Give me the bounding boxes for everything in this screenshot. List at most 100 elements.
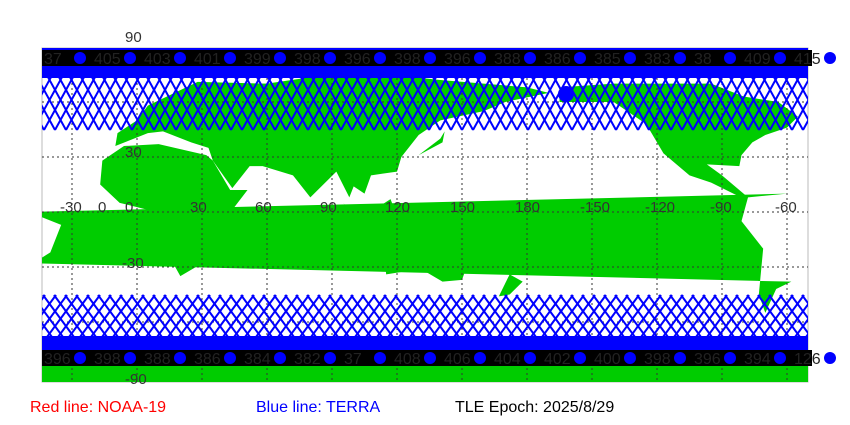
terra-track	[42, 84, 67, 131]
pass-marker	[624, 352, 636, 364]
pass-marker	[424, 352, 436, 364]
pass-marker	[474, 52, 486, 64]
pass-marker	[274, 52, 286, 64]
pass-label: 400	[594, 351, 621, 368]
pass-label: 398	[644, 351, 671, 368]
terra-track	[802, 347, 808, 357]
pass-label: 406	[444, 351, 471, 368]
terra-track	[42, 48, 46, 56]
pass-label: 394	[744, 351, 771, 368]
pass-label: 383	[644, 51, 671, 68]
latitude-label: -30	[122, 255, 144, 272]
land-southamerica	[42, 193, 792, 313]
pass-marker	[424, 52, 436, 64]
longitude-label: -150	[580, 199, 611, 216]
latitude-label: 30	[125, 144, 142, 161]
pass-marker	[774, 352, 786, 364]
pass-marker	[624, 52, 636, 64]
pass-label: 404	[494, 351, 521, 368]
pass-label: 398	[94, 351, 121, 368]
terra-track	[42, 294, 46, 301]
terra-track	[836, 48, 850, 130]
pass-label: 388	[144, 351, 171, 368]
pass-label: 401	[194, 51, 221, 68]
longitude-label: 60	[255, 199, 272, 216]
latitude-label: -90	[125, 371, 147, 388]
pass-marker	[374, 52, 386, 64]
terra-track	[791, 98, 808, 131]
terra-track	[42, 124, 45, 131]
pass-marker	[674, 52, 686, 64]
pass-label: 126	[794, 351, 821, 368]
pass-label: 382	[294, 351, 321, 368]
longitude-label: -60	[775, 199, 797, 216]
pass-marker	[174, 52, 186, 64]
pass-label: 396	[44, 351, 71, 368]
world-map: 37 405 403 401 399 398 396 398 396 388 386 385 383 38…	[0, 47, 850, 383]
legend-epoch: TLE Epoch: 2025/8/29	[455, 399, 615, 416]
pass-marker	[574, 52, 586, 64]
pass-marker	[824, 352, 836, 364]
pass-marker	[824, 52, 836, 64]
longitude-label: 30	[190, 199, 207, 216]
pass-label: 408	[394, 351, 421, 368]
pass-marker	[74, 52, 86, 64]
land-japan	[418, 131, 445, 156]
pass-label: 398	[394, 51, 421, 68]
terra-track	[801, 294, 808, 305]
pass-marker	[524, 52, 536, 64]
pass-marker	[524, 352, 536, 364]
pass-label: 399	[244, 51, 271, 68]
pass-marker	[374, 352, 386, 364]
pass-marker	[274, 352, 286, 364]
terra-track	[0, 48, 33, 130]
pass-label: 384	[244, 351, 271, 368]
longitude-label: 90	[320, 199, 337, 216]
latitude-label: 0	[98, 199, 107, 216]
pass-marker	[724, 352, 736, 364]
pass-marker	[324, 52, 336, 64]
longitude-label: 150	[450, 199, 476, 216]
terra-track	[790, 294, 808, 320]
pass-marker	[574, 352, 586, 364]
satellite-position-marker	[558, 86, 574, 102]
pass-label: 386	[544, 51, 571, 68]
longitude-label: -120	[645, 199, 676, 216]
terra-track	[0, 48, 11, 130]
pass-label: 385	[594, 51, 621, 68]
land-newzealand	[498, 274, 523, 297]
pass-label: 405	[94, 51, 121, 68]
pass-marker	[674, 352, 686, 364]
terra-track	[0, 295, 33, 356]
pass-marker	[124, 52, 136, 64]
latitude-label: 90	[125, 29, 142, 46]
terra-track	[0, 48, 22, 130]
pass-marker	[724, 52, 736, 64]
pass-marker	[774, 52, 786, 64]
pass-label: 396	[444, 51, 471, 68]
terra-track	[42, 294, 57, 316]
terra-track	[779, 294, 808, 335]
longitude-label: -30	[60, 199, 82, 216]
legend-noaa: Red line: NOAA-19	[30, 399, 167, 416]
terra-track	[42, 64, 78, 131]
longitude-label: -90	[710, 199, 732, 216]
terra-track	[814, 295, 850, 356]
terra-track	[824, 295, 850, 356]
pass-label: 403	[144, 51, 171, 68]
longitude-label: 0	[125, 199, 134, 216]
pass-label: 415	[794, 51, 821, 68]
pass-label: 402	[544, 351, 571, 368]
land-antarctica	[42, 366, 808, 382]
pass-label: 38	[694, 51, 712, 68]
pass-marker	[74, 352, 86, 364]
pass-label: 37	[344, 351, 362, 368]
pass-label: 386	[194, 351, 221, 368]
pass-marker	[224, 352, 236, 364]
terra-track	[0, 295, 22, 356]
pass-marker	[174, 352, 186, 364]
pass-marker	[324, 352, 336, 364]
pass-label: 409	[744, 51, 771, 68]
terra-track	[836, 295, 850, 356]
pass-label: 396	[694, 351, 721, 368]
